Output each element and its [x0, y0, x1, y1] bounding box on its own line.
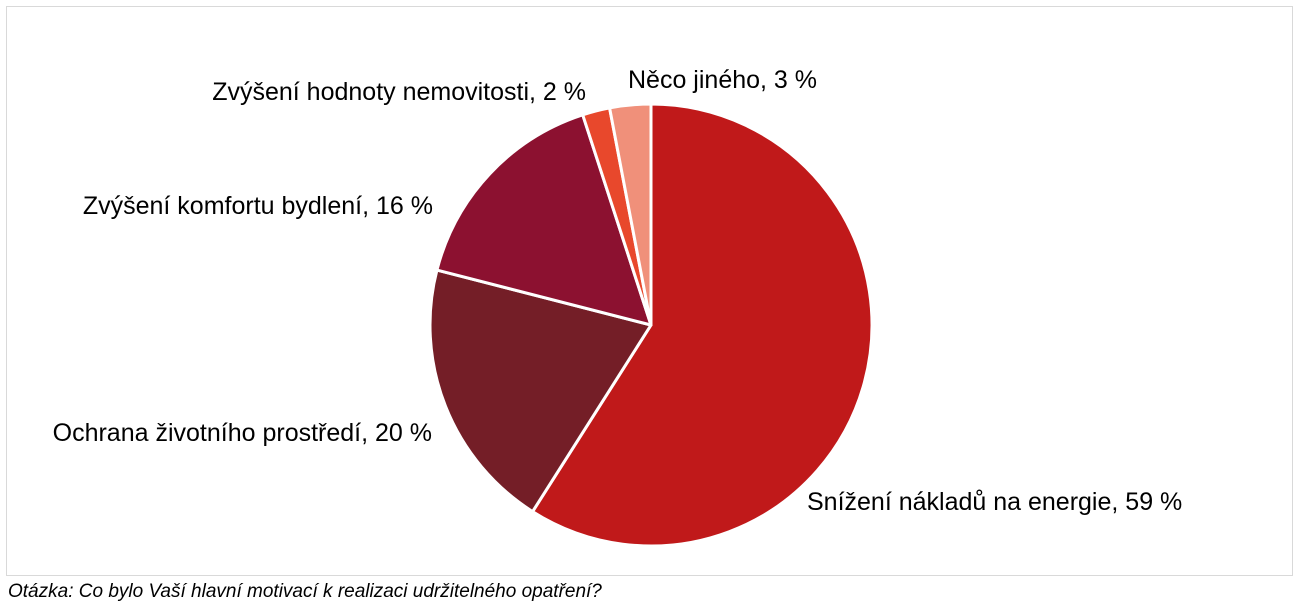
slice-label-2: Ochrana životního prostředí, 20 % — [53, 419, 432, 447]
question-footnote: Otázka: Co bylo Vaší hlavní motivací k r… — [8, 581, 602, 602]
slice-labels: Snížení nákladů na energie, 59 % Ochrana … — [53, 66, 1183, 516]
slice-label-5: Něco jiného, 3 % — [628, 66, 817, 94]
slice-label-3: Zvýšení komfortu bydlení, 16 % — [83, 192, 433, 220]
pie-slice-3 — [435, 113, 653, 327]
pie-slice-2 — [428, 268, 653, 514]
pie-slices — [428, 102, 874, 548]
pie-slice-5 — [608, 102, 653, 327]
slice-label-4: Zvýšení hodnoty nemovitosti, 2 % — [212, 78, 586, 106]
slice-label-1: Snížení nákladů na energie, 59 % — [807, 488, 1182, 516]
pie-slice-1 — [531, 102, 874, 548]
pie-chart: Snížení nákladů na energie, 59 % Ochrana … — [53, 66, 1183, 548]
